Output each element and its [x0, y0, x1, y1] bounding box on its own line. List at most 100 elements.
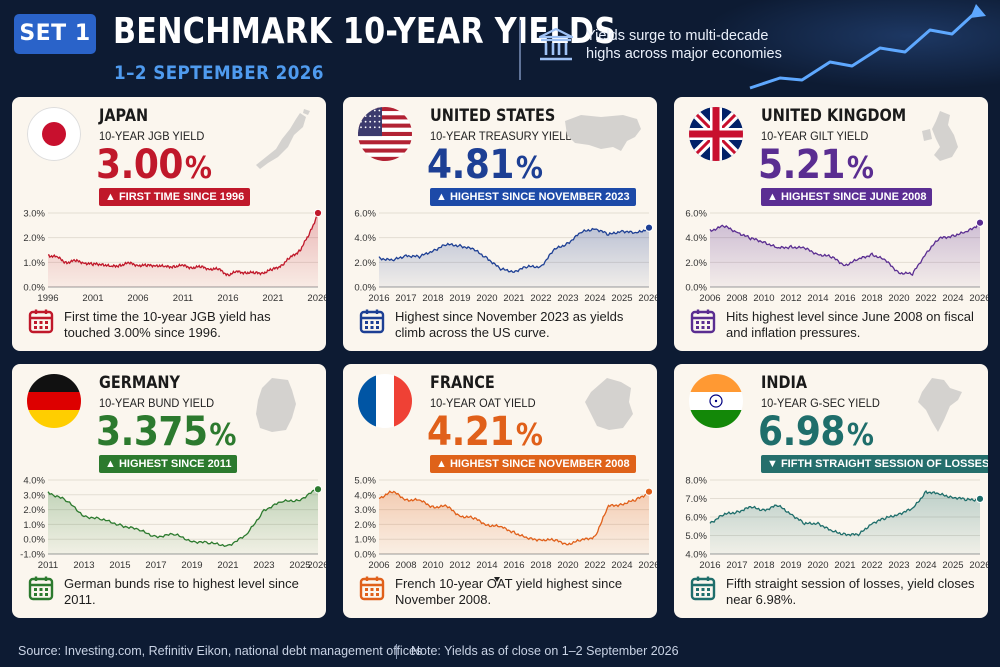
- card-note: Fifth straight session of losses, yield …: [726, 576, 975, 607]
- trend-arrow-decoration: [749, 4, 986, 90]
- yield-card: UNITED STATES 10-YEAR TREASURY YIELD 4.8…: [343, 97, 657, 351]
- x-tick-label: 2017: [145, 560, 166, 571]
- y-tick-label: 2.0%: [354, 258, 376, 269]
- x-tick-label: 2022: [530, 293, 551, 304]
- y-tick-label: 6.0%: [354, 209, 376, 220]
- latest-value-point: [313, 485, 323, 494]
- series-line: [709, 222, 981, 276]
- country-name: INDIA: [761, 373, 808, 393]
- x-tick-label: 2022: [915, 293, 936, 304]
- yield-value: 5.21%: [758, 142, 874, 188]
- footer: Source: Investing.com, Refinitiv Eikon, …: [0, 636, 1000, 667]
- yield-number: 5.21: [758, 142, 846, 188]
- set-badge: SET 1: [14, 14, 96, 54]
- yield-unit: %: [846, 151, 874, 186]
- y-tick-label: 3.0%: [354, 505, 376, 516]
- yield-number: 6.98: [758, 409, 846, 455]
- germany-map-icon: [256, 378, 296, 432]
- latest-value-point: [644, 487, 654, 496]
- yield-card: UNITED KINGDOM 10-YEAR GILT YIELD 5.21% …: [674, 97, 988, 351]
- x-tick-label: 2026: [969, 560, 988, 571]
- x-tick-label: 2019: [780, 560, 801, 571]
- country-name: UNITED KINGDOM: [761, 106, 907, 126]
- x-tick-label: 2022: [861, 560, 882, 571]
- yield-chart: 4.0% 5.0% 6.0% 7.0% 8.0% 2016 2017 2018 2019 2020…: [685, 476, 988, 572]
- y-tick-label: 0.0%: [685, 283, 707, 294]
- yield-card: GERMANY 10-YEAR BUND YIELD 3.375% ▲ HIGH…: [12, 364, 326, 618]
- calendar-icon: [690, 308, 716, 339]
- country-name: GERMANY: [99, 373, 180, 393]
- y-tick-label: 1.0%: [354, 535, 376, 546]
- status-badge: ▲ HIGHEST SINCE NOVEMBER 2023: [430, 188, 636, 206]
- x-tick-label: 2016: [699, 560, 720, 571]
- calendar-icon: [359, 575, 385, 606]
- yield-number: 3.00: [96, 142, 184, 188]
- y-tick-label: 4.0%: [23, 476, 45, 487]
- x-tick-label: 2020: [888, 293, 909, 304]
- x-tick-label: 2026: [638, 293, 657, 304]
- x-tick-label: 2017: [395, 293, 416, 304]
- x-tick-label: 2026: [638, 560, 657, 571]
- yield-number: 3.375: [96, 409, 208, 455]
- x-tick-label: 2010: [422, 560, 443, 571]
- latest-value-point: [975, 218, 985, 227]
- country-name: FRANCE: [430, 373, 495, 393]
- x-tick-label: 2026: [969, 293, 988, 304]
- yield-chart: 0.0% 1.0% 2.0% 3.0% 4.0% 5.0% 2006 2008 2010 2012…: [354, 476, 657, 572]
- x-tick-label: 2025: [611, 293, 632, 304]
- metric-label: 10-YEAR G-SEC YIELD: [761, 396, 880, 410]
- y-tick-label: 2.0%: [23, 233, 45, 244]
- calendar-icon: [359, 308, 385, 339]
- status-badge: ▼ FIFTH STRAIGHT SESSION OF LOSSES: [761, 455, 988, 473]
- y-tick-label: 2.0%: [685, 258, 707, 269]
- japan-flag-icon: [27, 107, 81, 161]
- latest-value-point: [313, 208, 323, 218]
- x-tick-label: 2016: [368, 293, 389, 304]
- x-tick-label: 2015: [109, 560, 130, 571]
- x-tick-label: 2023: [557, 293, 578, 304]
- x-tick-label: 2018: [861, 293, 882, 304]
- x-tick-label: 2020: [476, 293, 497, 304]
- y-tick-label: 4.0%: [354, 490, 376, 501]
- x-tick-label: 2024: [611, 560, 632, 571]
- series-area: [48, 213, 318, 287]
- y-tick-label: 4.0%: [685, 550, 707, 561]
- x-tick-label: 2024: [942, 293, 963, 304]
- x-tick-label: 2016: [503, 560, 524, 571]
- x-tick-label: 2024: [915, 560, 936, 571]
- x-tick-label: 2025: [942, 560, 963, 571]
- x-tick-label: 2021: [217, 560, 238, 571]
- bank-icon: [538, 27, 574, 61]
- yield-value: 3.00%: [96, 142, 212, 188]
- usa-flag-icon: [358, 107, 412, 161]
- metric-label: 10-YEAR BUND YIELD: [99, 396, 215, 410]
- status-badge: ▲ FIRST TIME SINCE 1996: [99, 188, 251, 206]
- yield-unit: %: [515, 418, 543, 453]
- calendar-icon: [690, 575, 716, 606]
- y-tick-label: 4.0%: [354, 233, 376, 244]
- y-tick-label: 8.0%: [685, 476, 707, 487]
- y-tick-label: 4.0%: [685, 233, 707, 244]
- header-background-glow: [700, 0, 1000, 90]
- india-map-icon: [918, 378, 962, 432]
- footer-divider: [396, 644, 397, 659]
- calendar-icon: [28, 575, 54, 606]
- y-tick-label: 2.0%: [354, 520, 376, 531]
- y-tick-label: 0.0%: [23, 283, 45, 294]
- x-tick-label: 2006: [699, 293, 720, 304]
- status-badge: ▲ HIGHEST SINCE JUNE 2008: [761, 188, 933, 206]
- x-tick-label: 2013: [73, 560, 94, 571]
- series-line: [709, 490, 981, 537]
- metric-label: 10-YEAR JGB YIELD: [99, 129, 205, 143]
- x-tick-label: 2020: [807, 560, 828, 571]
- latest-value-point: [975, 494, 985, 503]
- yield-unit: %: [846, 418, 874, 453]
- yield-unit: %: [184, 151, 212, 186]
- status-badge: ▲ HIGHEST SINCE 2011: [99, 455, 238, 473]
- x-tick-label: 2018: [753, 560, 774, 571]
- yield-value: 4.81%: [427, 142, 543, 188]
- yield-card: FRANCE 10-YEAR OAT YIELD 4.21% ▲ HIGHEST…: [343, 364, 657, 618]
- uk-flag-icon: [689, 107, 743, 161]
- metric-label: 10-YEAR TREASURY YIELD: [430, 129, 574, 143]
- country-name: UNITED STATES: [430, 106, 556, 126]
